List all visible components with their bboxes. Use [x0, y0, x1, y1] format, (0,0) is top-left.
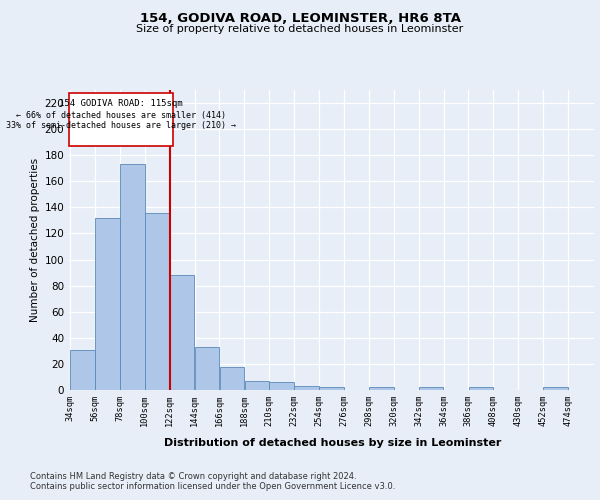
Bar — [145, 212, 170, 390]
Bar — [543, 388, 568, 390]
FancyBboxPatch shape — [69, 92, 173, 146]
Bar — [369, 388, 394, 390]
Bar — [419, 388, 443, 390]
Text: Size of property relative to detached houses in Leominster: Size of property relative to detached ho… — [136, 24, 464, 34]
Bar — [95, 218, 120, 390]
Text: Contains public sector information licensed under the Open Government Licence v3: Contains public sector information licen… — [30, 482, 395, 491]
Text: ← 66% of detached houses are smaller (414): ← 66% of detached houses are smaller (41… — [16, 111, 226, 120]
Text: 154 GODIVA ROAD: 115sqm: 154 GODIVA ROAD: 115sqm — [59, 99, 183, 108]
Bar — [295, 386, 319, 390]
Bar — [220, 366, 244, 390]
Bar — [319, 388, 344, 390]
Text: 33% of semi-detached houses are larger (210) →: 33% of semi-detached houses are larger (… — [6, 122, 236, 130]
Bar — [170, 275, 194, 390]
Bar — [469, 388, 493, 390]
Text: Distribution of detached houses by size in Leominster: Distribution of detached houses by size … — [164, 438, 502, 448]
Bar — [70, 350, 95, 390]
Bar — [120, 164, 145, 390]
Text: 154, GODIVA ROAD, LEOMINSTER, HR6 8TA: 154, GODIVA ROAD, LEOMINSTER, HR6 8TA — [139, 12, 461, 26]
Y-axis label: Number of detached properties: Number of detached properties — [30, 158, 40, 322]
Text: Contains HM Land Registry data © Crown copyright and database right 2024.: Contains HM Land Registry data © Crown c… — [30, 472, 356, 481]
Bar — [245, 381, 269, 390]
Bar — [195, 347, 220, 390]
Bar — [269, 382, 294, 390]
